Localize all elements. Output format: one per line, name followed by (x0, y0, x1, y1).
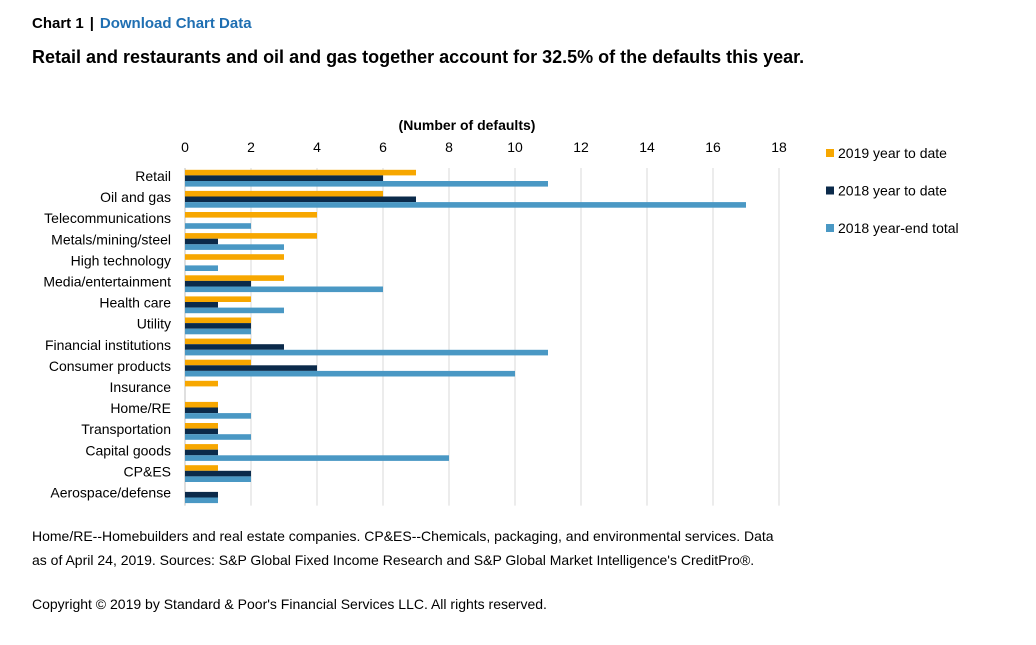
x-tick-label: 8 (445, 139, 453, 155)
bar (185, 202, 746, 208)
x-tick-label: 10 (507, 139, 523, 155)
header-separator: | (89, 15, 94, 32)
x-tick-label: 0 (181, 139, 189, 155)
bar (185, 190, 383, 197)
bar (185, 370, 515, 377)
bar (185, 423, 218, 429)
legend-swatch (826, 186, 834, 195)
category-label: Health care (99, 295, 171, 311)
bar (185, 465, 218, 471)
chart-header: Chart 1 | Download Chart Data (32, 15, 252, 32)
bar (185, 254, 284, 260)
bar (185, 434, 251, 440)
bar (185, 169, 416, 176)
x-tick-label: 14 (639, 139, 655, 155)
bar (185, 265, 218, 271)
copyright-notice: Copyright © 2019 by Standard & Poor's Fi… (32, 596, 547, 612)
x-axis-title: (Number of defaults) (399, 117, 536, 133)
category-label: Consumer products (49, 358, 171, 374)
category-label: Metals/mining/steel (51, 231, 171, 247)
bar (185, 407, 218, 414)
bar (185, 275, 284, 281)
x-tick-label: 6 (379, 139, 387, 155)
bar (185, 307, 284, 314)
x-tick-label: 18 (771, 139, 787, 155)
bar (185, 338, 251, 345)
bar (185, 181, 548, 187)
bar (185, 449, 218, 456)
bar (185, 476, 251, 482)
bar (185, 401, 218, 408)
category-label: High technology (71, 252, 171, 268)
category-label: Insurance (110, 379, 172, 395)
bar (185, 444, 218, 450)
category-label: Home/RE (110, 400, 171, 416)
category-label: Oil and gas (100, 189, 171, 205)
legend-swatch (826, 149, 834, 157)
bar (185, 491, 218, 498)
bar (185, 359, 251, 366)
x-tick-label: 12 (573, 139, 589, 155)
bar (185, 244, 284, 250)
category-label: Aerospace/defense (50, 485, 171, 501)
bar (185, 455, 449, 461)
bar (185, 175, 383, 181)
bar (185, 280, 251, 287)
legend-label: 2018 year-end total (838, 220, 959, 236)
bar (185, 286, 383, 293)
bar (185, 296, 251, 302)
bar (185, 344, 284, 350)
category-label: Financial institutions (45, 337, 171, 353)
category-label: Utility (137, 316, 171, 332)
bar (185, 223, 251, 229)
bar (185, 233, 317, 239)
legend-swatch (826, 224, 834, 232)
bar-chart: (Number of defaults) 0 2 4 6 8 10 12 14 16 18 Retai… (43, 117, 959, 506)
x-tick-label: 2 (247, 139, 255, 155)
x-tick-label: 4 (313, 139, 321, 155)
bar (185, 349, 548, 356)
legend-label: 2018 year to date (838, 183, 947, 199)
bar (185, 196, 416, 203)
category-label: Retail (135, 168, 171, 184)
bar (185, 238, 218, 245)
bar (185, 317, 251, 324)
legend-label: 2019 year to date (838, 145, 947, 161)
chart-title: Retail and restaurants and oil and gas t… (32, 47, 805, 67)
download-chart-data-link[interactable]: Download Chart Data (99, 15, 252, 32)
bar (185, 413, 251, 419)
bar (185, 365, 317, 371)
bar (185, 302, 218, 308)
chart-label: Chart 1 (32, 15, 84, 32)
x-tick-label: 16 (705, 139, 721, 155)
bar (185, 497, 218, 504)
bar (185, 470, 251, 477)
bar (185, 212, 317, 218)
bar (185, 428, 218, 435)
category-label: Transportation (81, 421, 171, 437)
category-label: CP&ES (124, 463, 171, 479)
category-label: Media/entertainment (43, 274, 171, 290)
bar (185, 328, 251, 335)
bar (185, 380, 218, 387)
category-label: Capital goods (85, 442, 171, 458)
bar (185, 323, 251, 329)
footnote: Home/RE--Homebuilders and real estate co… (32, 528, 774, 568)
category-label: Telecommunications (44, 210, 171, 226)
